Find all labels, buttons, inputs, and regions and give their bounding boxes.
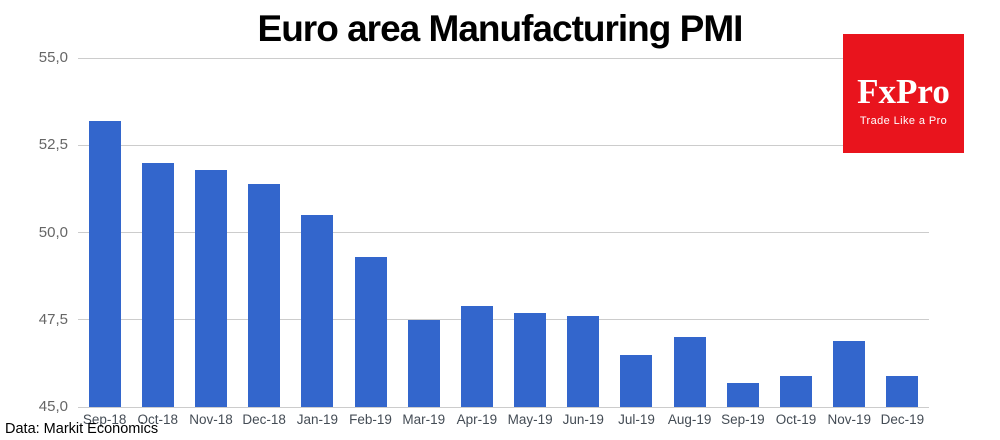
x-axis-tick-label: Dec-18 (242, 412, 286, 427)
bar-aug-19 (673, 337, 706, 407)
x-axis-tick-label: May-19 (507, 412, 553, 427)
y-axis-tick-label: 50,0 (38, 223, 68, 241)
bar-oct-19 (780, 375, 813, 407)
bar-nov-18 (194, 169, 227, 407)
bar-may-19 (514, 312, 547, 407)
x-axis-tick-label: Jul-19 (618, 412, 655, 427)
gridline (78, 319, 929, 321)
x-axis-tick-label: Feb-19 (349, 412, 392, 427)
bar-feb-19 (354, 256, 387, 407)
y-axis-tick-label: 52,5 (38, 136, 68, 154)
gridline (78, 144, 929, 146)
x-axis-tick-label: Sep-18 (82, 412, 127, 427)
fxpro-logo-brand-text: FxPro (857, 72, 950, 111)
gridline (78, 232, 929, 233)
bar-apr-19 (460, 305, 493, 407)
x-axis-tick-label: Mar-19 (402, 412, 446, 427)
y-axis-tick-label: 55,0 (38, 49, 68, 66)
bar-jan-19 (301, 215, 334, 407)
x-axis-tick-label: Sep-19 (721, 412, 765, 427)
y-axis-tick-label: 45,0 (38, 398, 68, 415)
fxpro-logo: FxPro Trade Like a Pro (843, 34, 964, 153)
x-axis-tick-label: Jan-19 (296, 412, 338, 427)
bar-jun-19 (567, 316, 600, 407)
x-axis-tick-label: Apr-19 (456, 412, 498, 427)
source-note: Data: Markit Economics (5, 421, 159, 437)
x-axis-tick-label: Dec-19 (880, 412, 925, 427)
gridline (78, 57, 929, 59)
x-axis-tick-label: Nov-19 (827, 412, 871, 427)
fxpro-logo-tagline: Trade Like a Pro (859, 115, 948, 127)
x-axis-tick-label: Jun-19 (562, 412, 604, 427)
chart-title: Euro area Manufacturing PMI (257, 8, 744, 49)
bar-dec-18 (248, 183, 281, 407)
bar-sep-18 (88, 120, 121, 407)
bar-nov-19 (833, 340, 866, 407)
y-axis-tick-label: 47,5 (38, 310, 68, 328)
bar-oct-18 (141, 162, 174, 407)
x-axis-tick-label: Oct-19 (775, 412, 817, 427)
gridline (78, 406, 929, 408)
bar-mar-19 (407, 319, 440, 407)
x-axis-tick-label: Aug-19 (667, 412, 712, 427)
bar-sep-19 (726, 382, 759, 407)
bar-jul-19 (620, 354, 653, 407)
bar-dec-19 (886, 375, 919, 407)
x-axis-tick-label: Oct-18 (137, 412, 179, 427)
x-axis-tick-label: Nov-18 (189, 412, 233, 427)
